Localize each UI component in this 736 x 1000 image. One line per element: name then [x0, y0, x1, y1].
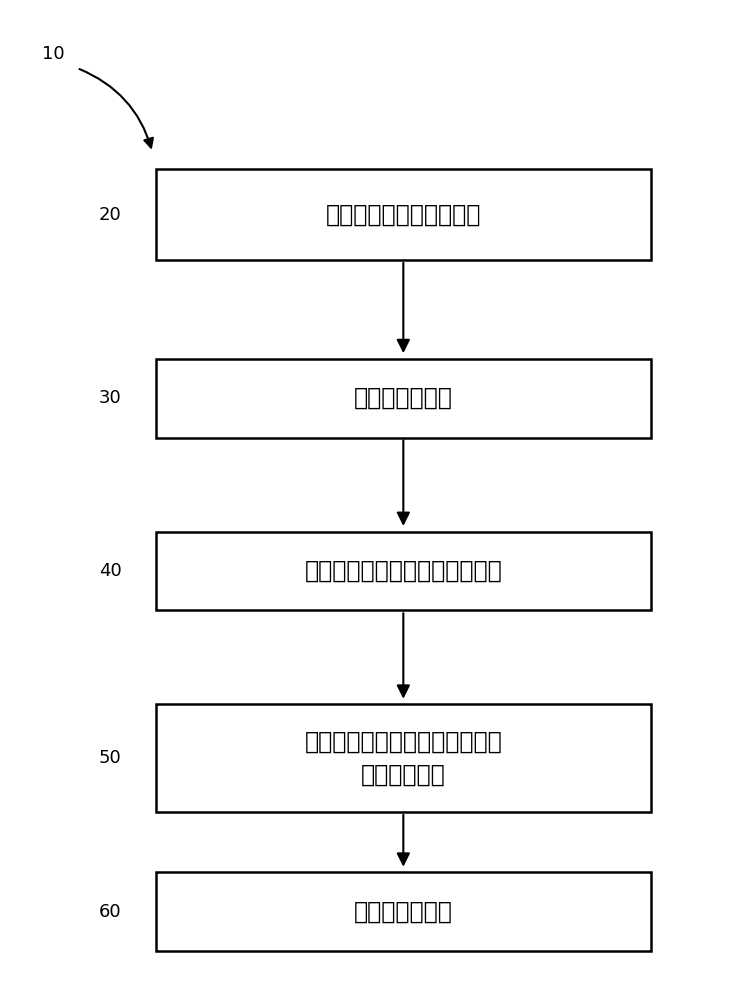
Text: 制备所选的骨架: 制备所选的骨架 — [354, 386, 453, 410]
FancyBboxPatch shape — [156, 169, 651, 260]
Text: 60: 60 — [99, 903, 121, 921]
Text: 30: 30 — [99, 389, 121, 407]
Text: 制备配位体并对骨架进行功能化: 制备配位体并对骨架进行功能化 — [305, 559, 502, 583]
Text: 50: 50 — [99, 749, 121, 767]
Text: 40: 40 — [99, 562, 121, 580]
Text: 控制气体分离参数从而对分离和
存储进行优化: 控制气体分离参数从而对分离和 存储进行优化 — [305, 729, 502, 787]
FancyBboxPatch shape — [156, 359, 651, 438]
FancyBboxPatch shape — [156, 704, 651, 812]
Text: 20: 20 — [99, 206, 121, 224]
Text: 确定分离参数和骨架构造: 确定分离参数和骨架构造 — [325, 202, 481, 226]
Text: 10: 10 — [42, 45, 65, 63]
Text: 对骨架进行再生: 对骨架进行再生 — [354, 900, 453, 924]
FancyBboxPatch shape — [156, 872, 651, 951]
FancyBboxPatch shape — [156, 532, 651, 610]
